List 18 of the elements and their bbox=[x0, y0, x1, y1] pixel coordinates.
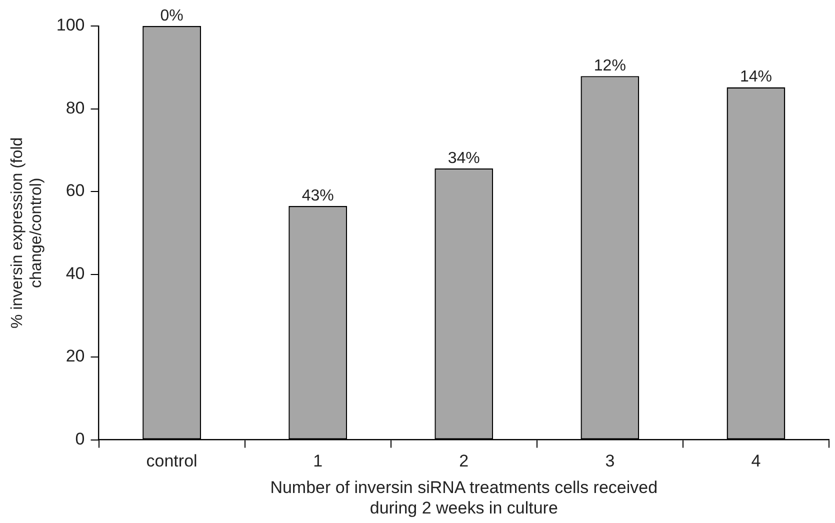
y-tick-label: 0 bbox=[75, 429, 85, 448]
x-tick-label: 3 bbox=[605, 452, 615, 471]
y-tick-label: 40 bbox=[66, 264, 85, 283]
y-tick-label: 100 bbox=[56, 16, 85, 35]
y-tick-label: 60 bbox=[66, 181, 85, 200]
x-axis-title: Number of inversin siRNA treatments cells received during 2 weeks in culture bbox=[270, 478, 658, 518]
annotation: 34% bbox=[448, 150, 480, 167]
x-tick-label: 2 bbox=[459, 452, 469, 471]
x-tick-label: control bbox=[146, 452, 198, 471]
annotation: 14% bbox=[740, 68, 772, 86]
y-axis-title: % inversin expression (fold change/control) bbox=[9, 137, 46, 328]
annotation: 12% bbox=[594, 57, 626, 74]
x-tick-label: 4 bbox=[751, 452, 761, 471]
annotation: 0% bbox=[160, 7, 184, 24]
annotation: 43% bbox=[302, 187, 334, 204]
y-tick-label: 80 bbox=[66, 98, 85, 118]
x-tick-label: 1 bbox=[313, 452, 323, 471]
y-tick-label: 20 bbox=[66, 346, 85, 366]
